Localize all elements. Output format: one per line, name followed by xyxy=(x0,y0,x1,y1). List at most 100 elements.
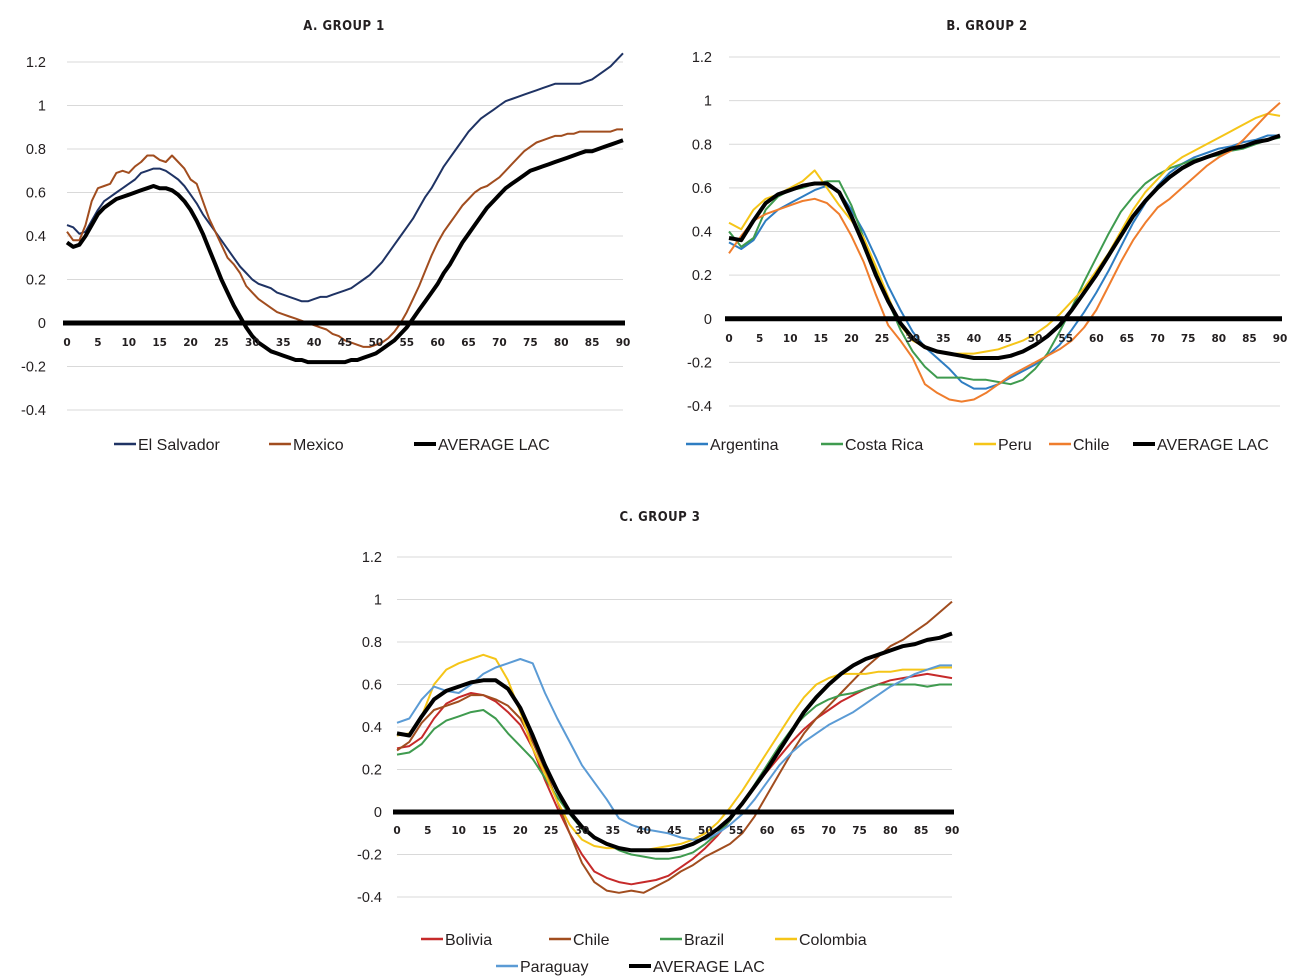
x-tick-label: 45 xyxy=(667,825,682,837)
x-tick-label: 75 xyxy=(852,825,867,837)
series-line-average-lac xyxy=(65,138,624,365)
series-line-chile xyxy=(728,102,1281,403)
x-tick-label: 70 xyxy=(492,337,507,349)
x-tick-label: 85 xyxy=(585,337,600,349)
y-tick-label: 0 xyxy=(38,316,46,332)
x-tick-label: 60 xyxy=(1089,333,1104,345)
series-line-peru xyxy=(728,112,1281,355)
y-tick-label: 0.2 xyxy=(692,268,712,284)
legend-item: Paraguay xyxy=(496,959,589,976)
legend-label: Peru xyxy=(998,437,1032,454)
y-tick-label: 0.2 xyxy=(362,763,382,779)
x-tick-label: 10 xyxy=(783,333,798,345)
x-tick-label: 30 xyxy=(575,825,590,837)
panel-group-1: A. GROUP 1 1.2 1 0.8 0.6 0.4 0.2 0 -0.2 -0.4 0 5 10… xyxy=(0,0,650,470)
legend-item: AVERAGE LAC xyxy=(629,959,765,976)
x-tick-label: 85 xyxy=(1242,333,1257,345)
y-tick-label: 1 xyxy=(374,593,382,609)
x-tick-label: 40 xyxy=(636,825,651,837)
x-tick-label: 5 xyxy=(424,825,431,837)
x-tick-label: 15 xyxy=(814,333,829,345)
x-tick-label: 50 xyxy=(1028,333,1043,345)
x-tick-label: 55 xyxy=(729,825,744,837)
legend-item: Colombia xyxy=(775,932,867,949)
legend-label: Bolivia xyxy=(445,932,492,949)
x-tick-label: 65 xyxy=(461,337,476,349)
x-tick-label: 20 xyxy=(513,825,528,837)
legend-item: Peru xyxy=(974,437,1032,454)
x-tick-label: 50 xyxy=(698,825,713,837)
x-tick-label: 80 xyxy=(883,825,898,837)
legend-item: El Salvador xyxy=(114,437,220,454)
x-tick-label: 35 xyxy=(936,333,951,345)
y-tick-label: 0.8 xyxy=(26,142,46,158)
x-tick-label: 75 xyxy=(523,337,538,349)
x-tick-label: 60 xyxy=(430,337,445,349)
x-tick-label: 65 xyxy=(1120,333,1135,345)
x-tick-label: 55 xyxy=(399,337,414,349)
legend-item: Chile xyxy=(549,932,610,949)
legend-label: AVERAGE LAC xyxy=(1157,437,1269,454)
x-tick-label: 45 xyxy=(338,337,353,349)
y-tick-label: 1.2 xyxy=(26,55,46,71)
y-tick-label: 0.4 xyxy=(362,720,382,736)
y-tick-label: 0 xyxy=(704,312,712,328)
legend-label: AVERAGE LAC xyxy=(438,437,550,454)
y-tick-label: -0.2 xyxy=(687,355,712,371)
legend-label: Paraguay xyxy=(520,959,589,976)
y-tick-label: 0.6 xyxy=(26,186,46,202)
series-line-bolivia xyxy=(396,672,953,886)
x-tick-label: 40 xyxy=(967,333,982,345)
legend-item: Brazil xyxy=(660,932,724,949)
y-tick-label: -0.4 xyxy=(687,399,712,415)
x-tick-label: 80 xyxy=(1211,333,1226,345)
y-tick-label: 1 xyxy=(38,99,46,115)
chart-title: A. GROUP 1 xyxy=(303,19,385,34)
x-tick-label: 15 xyxy=(482,825,497,837)
legend-label: Costa Rica xyxy=(845,437,923,454)
x-tick-label: 30 xyxy=(245,337,260,349)
legend-label: Mexico xyxy=(293,437,344,454)
x-tick-label: 55 xyxy=(1058,333,1073,345)
x-tick-label: 85 xyxy=(914,825,929,837)
chart-group-1: A. GROUP 1 1.2 1 0.8 0.6 0.4 0.2 0 -0.2 -0.4 0 5 10… xyxy=(21,19,631,454)
panel-group-3: C. GROUP 3 1.2 1 0.8 0.6 0.4 0.2 0 -0.2 -0.4 0 5 10… xyxy=(330,495,980,976)
legend-item: Bolivia xyxy=(421,932,492,949)
y-tick-label: 1.2 xyxy=(692,50,712,66)
x-tick-label: 80 xyxy=(554,337,569,349)
x-tick-label: 5 xyxy=(94,337,101,349)
x-tick-label: 30 xyxy=(905,333,920,345)
y-tick-label: -0.4 xyxy=(357,890,382,906)
x-tick-label: 0 xyxy=(63,337,70,349)
legend-item: Costa Rica xyxy=(821,437,923,454)
x-tick-label: 45 xyxy=(997,333,1012,345)
y-tick-label: 0 xyxy=(374,805,382,821)
series-line-average-lac xyxy=(728,133,1281,360)
x-tick-label: 10 xyxy=(121,337,136,349)
chart-group-3: C. GROUP 3 1.2 1 0.8 0.6 0.4 0.2 0 -0.2 -0.4 0 5 10… xyxy=(357,510,960,976)
y-tick-label: 1 xyxy=(704,94,712,110)
series-line-colombia xyxy=(396,653,952,852)
y-tick-label: 0.6 xyxy=(362,678,382,694)
legend-item: Argentina xyxy=(686,437,779,454)
series-line-mexico xyxy=(66,128,623,348)
legend-item: AVERAGE LAC xyxy=(414,437,550,454)
legend-label: Chile xyxy=(573,932,610,949)
chart-group-2: B. GROUP 2 1.2 1 0.8 0.6 0.4 0.2 0 -0.2 -0.4 0 5 10… xyxy=(686,19,1287,454)
x-tick-label: 35 xyxy=(606,825,621,837)
y-tick-label: -0.2 xyxy=(21,360,46,376)
x-tick-label: 25 xyxy=(875,333,890,345)
legend-label: AVERAGE LAC xyxy=(653,959,765,976)
series-line-average-lac xyxy=(396,631,953,853)
x-tick-label: 60 xyxy=(760,825,775,837)
x-tick-label: 15 xyxy=(152,337,167,349)
legend-item: Mexico xyxy=(269,437,344,454)
x-tick-label: 90 xyxy=(616,337,631,349)
x-tick-label: 70 xyxy=(821,825,836,837)
x-tick-label: 0 xyxy=(725,333,732,345)
chart-title: B. GROUP 2 xyxy=(946,19,1027,34)
y-tick-label: 0.8 xyxy=(692,137,712,153)
y-tick-label: 0.4 xyxy=(692,225,712,241)
x-tick-label: 20 xyxy=(844,333,859,345)
x-tick-label: 90 xyxy=(945,825,960,837)
